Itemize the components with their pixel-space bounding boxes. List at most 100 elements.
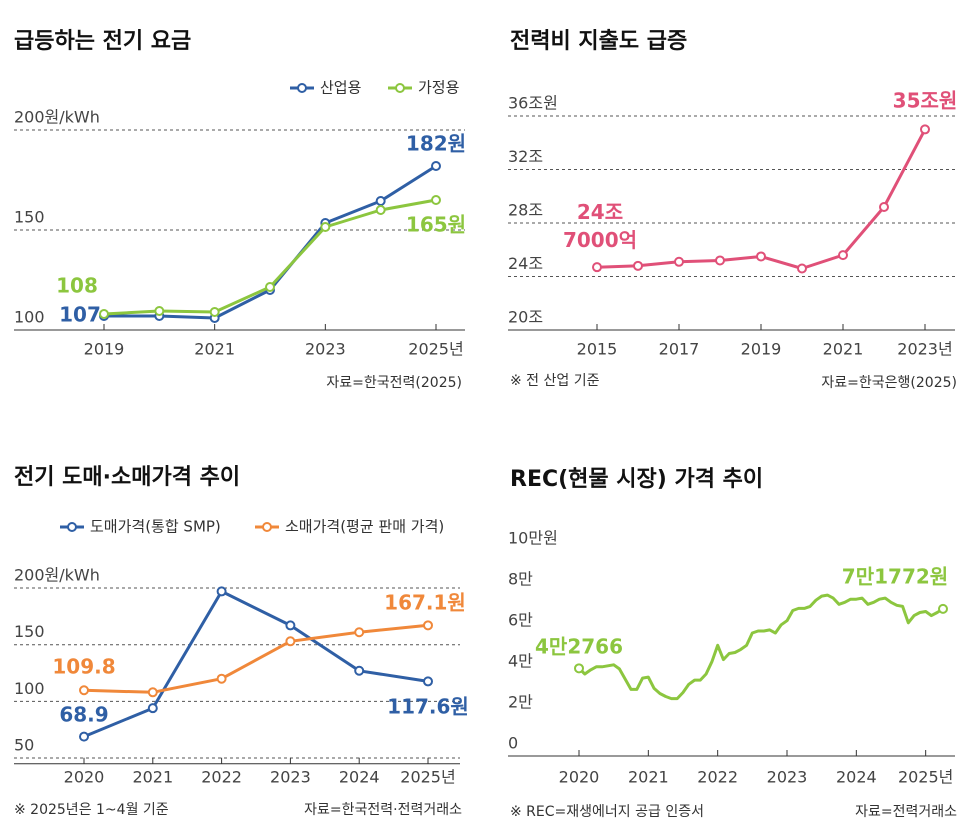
point xyxy=(209,307,220,317)
value-label-line: 24조 xyxy=(577,200,623,224)
value-label-line: 7000억 xyxy=(563,228,637,252)
y-tick-label: 100 xyxy=(14,679,45,698)
x-tick-label: 2023 xyxy=(767,768,808,787)
point xyxy=(154,306,165,316)
point xyxy=(285,636,296,647)
point xyxy=(79,685,89,696)
y-tick-label: 24조 xyxy=(508,254,543,273)
point xyxy=(592,262,602,273)
x-tick-label: 2025년 xyxy=(408,340,463,359)
y-tick-label: 50 xyxy=(14,736,34,755)
x-tick-label: 2020 xyxy=(64,768,105,787)
y-tick-label: 20조 xyxy=(508,308,543,327)
point xyxy=(216,673,227,684)
y-tick-label: 150 xyxy=(14,622,45,641)
source: 자료=한국은행(2025) xyxy=(821,375,957,391)
point xyxy=(423,620,433,631)
point xyxy=(99,309,109,319)
point xyxy=(375,196,386,206)
y-tick-label: 200원/kWh xyxy=(14,108,100,127)
point xyxy=(147,703,158,714)
y-tick-label: 8만 xyxy=(508,570,533,589)
point xyxy=(431,161,441,171)
point xyxy=(879,201,889,212)
x-tick-label: 2020 xyxy=(559,768,600,787)
x-tick-label: 2025년 xyxy=(400,768,455,787)
y-tick-label: 200원/kWh xyxy=(14,566,100,585)
value-label: 165원 xyxy=(406,213,466,237)
source: 자료=한국전력·전력거래소 xyxy=(304,802,462,818)
point xyxy=(216,586,227,597)
y-tick-label: 32조 xyxy=(508,147,543,166)
x-tick-label: 2015 xyxy=(577,340,618,359)
value-label: 167.1원 xyxy=(384,591,466,615)
x-tick-label: 2025년 xyxy=(898,768,953,787)
point xyxy=(715,255,725,266)
value-label: 107 xyxy=(59,303,101,327)
legend-marker xyxy=(67,522,77,532)
series-line xyxy=(104,164,437,320)
point xyxy=(938,603,948,614)
point xyxy=(838,250,848,261)
chart-title: REC(현물 시장) 가격 추이 xyxy=(510,467,763,492)
source: 자료=전력거래소 xyxy=(855,804,957,820)
value-label: 68.9 xyxy=(59,703,108,727)
value-label: 24조 7000억 xyxy=(563,200,637,252)
x-tick-label: 2022 xyxy=(697,768,738,787)
value-label: 109.8 xyxy=(52,655,115,679)
x-tick-label: 2023년 xyxy=(897,340,952,359)
x-tick-label: 2021 xyxy=(194,340,235,359)
point xyxy=(147,687,158,698)
x-tick-label: 2022 xyxy=(201,768,242,787)
y-tick-label: 28조 xyxy=(508,201,543,220)
y-tick-label: 36조원 xyxy=(508,94,558,113)
y-tick-label: 2만 xyxy=(508,693,533,712)
point xyxy=(920,124,930,135)
legend-label: 도매가격(통합 SMP) xyxy=(90,518,221,536)
legend-label: 산업용 xyxy=(320,79,361,97)
point xyxy=(423,676,433,687)
legend-marker xyxy=(297,83,307,93)
point xyxy=(574,663,584,674)
x-tick-label: 2021 xyxy=(628,768,669,787)
series-line xyxy=(103,198,437,316)
series-line xyxy=(83,623,429,694)
x-tick-label: 2017 xyxy=(659,340,700,359)
y-tick-label: 10만원 xyxy=(508,529,558,548)
legend-label: 가정용 xyxy=(418,79,459,97)
series-line xyxy=(577,593,944,701)
y-tick-label: 150 xyxy=(14,208,45,227)
point xyxy=(375,205,386,215)
legend-marker xyxy=(262,522,272,532)
legend-marker xyxy=(395,83,405,93)
x-tick-label: 2019 xyxy=(84,340,125,359)
y-tick-label: 4만 xyxy=(508,652,533,671)
point xyxy=(756,251,766,262)
legend-label: 소매가격(평균 판매 가격) xyxy=(285,518,444,536)
y-tick-label: 6만 xyxy=(508,611,533,630)
point xyxy=(431,195,441,205)
note: ※ 전 산업 기준 xyxy=(510,373,600,389)
value-label: 7만1772원 xyxy=(842,565,948,589)
point xyxy=(797,263,807,274)
chart-title: 전력비 지출도 급증 xyxy=(510,29,687,54)
point xyxy=(265,282,275,292)
point xyxy=(354,665,365,676)
note: ※ 2025년은 1~4월 기준 xyxy=(14,802,169,818)
x-tick-label: 2021 xyxy=(132,768,173,787)
value-label: 117.6원 xyxy=(387,695,469,719)
note: ※ REC=재생에너지 공급 인증서 xyxy=(510,804,704,820)
value-label: 108 xyxy=(56,274,98,298)
point xyxy=(79,731,89,742)
x-tick-label: 2023 xyxy=(270,768,311,787)
x-tick-label: 2021 xyxy=(823,340,864,359)
source: 자료=한국전력(2025) xyxy=(326,375,462,391)
x-tick-label: 2024 xyxy=(836,768,877,787)
point xyxy=(674,256,684,267)
point xyxy=(320,222,331,232)
point xyxy=(354,627,365,638)
y-tick-label: 100 xyxy=(14,308,45,327)
value-label: 182원 xyxy=(406,132,466,156)
y-tick-label: 0 xyxy=(508,734,518,753)
